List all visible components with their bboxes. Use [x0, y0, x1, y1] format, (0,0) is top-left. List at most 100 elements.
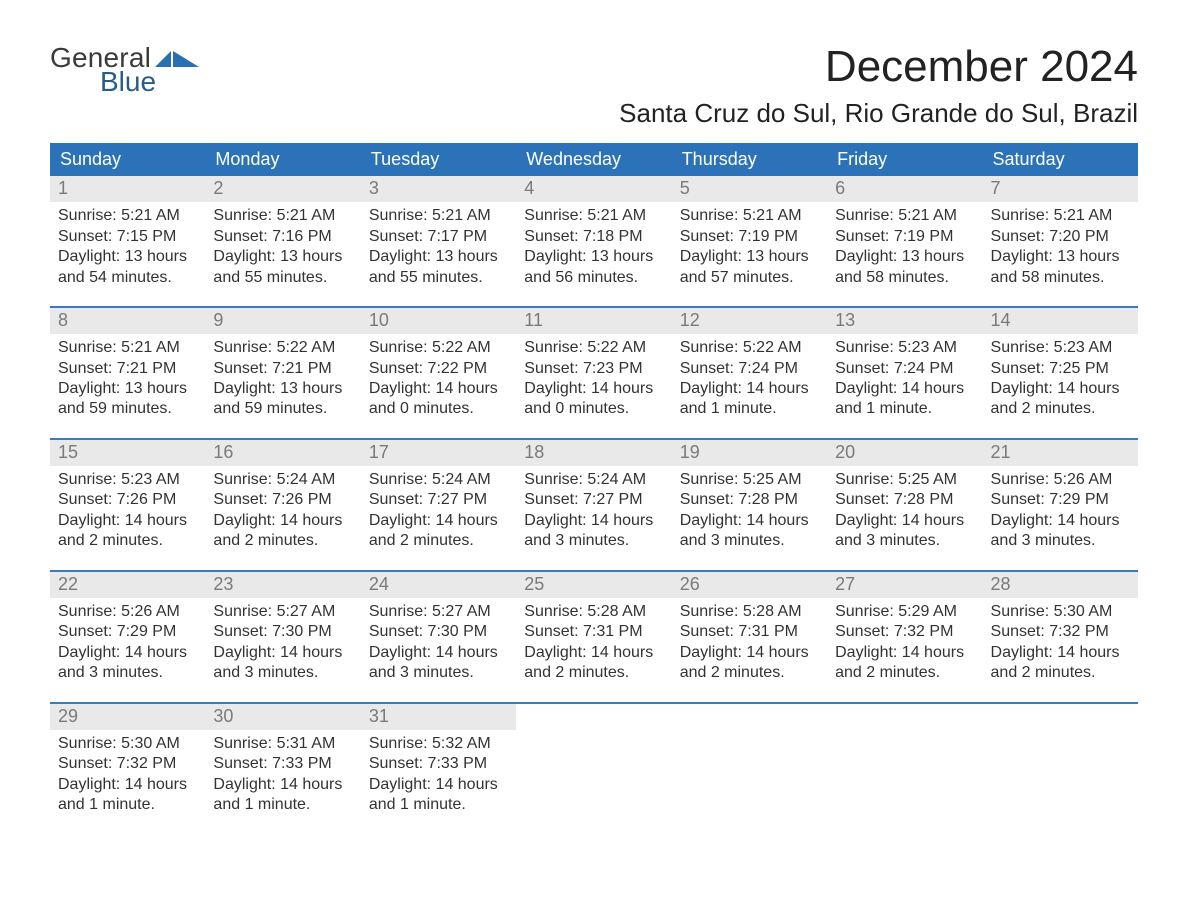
- day-body: Sunrise: 5:24 AMSunset: 7:27 PMDaylight:…: [516, 466, 671, 570]
- calendar-cell: 22Sunrise: 5:26 AMSunset: 7:29 PMDayligh…: [50, 572, 205, 703]
- calendar-cell: 10Sunrise: 5:22 AMSunset: 7:22 PMDayligh…: [361, 308, 516, 439]
- calendar-cell: 13Sunrise: 5:23 AMSunset: 7:24 PMDayligh…: [827, 308, 982, 439]
- day-number: 27: [827, 572, 982, 598]
- day-d2: and 3 minutes.: [835, 531, 974, 551]
- day-d1: Daylight: 14 hours: [58, 511, 197, 531]
- day-number: 13: [827, 308, 982, 334]
- day-body: Sunrise: 5:27 AMSunset: 7:30 PMDaylight:…: [361, 598, 516, 702]
- day-number: 25: [516, 572, 671, 598]
- day-d1: Daylight: 13 hours: [58, 247, 197, 267]
- calendar-cell: 31Sunrise: 5:32 AMSunset: 7:33 PMDayligh…: [361, 704, 516, 834]
- day-d1: Daylight: 14 hours: [369, 775, 508, 795]
- day-number: 24: [361, 572, 516, 598]
- day-sunset: Sunset: 7:15 PM: [58, 227, 197, 247]
- day-d1: Daylight: 13 hours: [680, 247, 819, 267]
- day-sunset: Sunset: 7:19 PM: [680, 227, 819, 247]
- calendar-cell: 8Sunrise: 5:21 AMSunset: 7:21 PMDaylight…: [50, 308, 205, 439]
- location: Santa Cruz do Sul, Rio Grande do Sul, Br…: [619, 98, 1138, 129]
- day-d2: and 56 minutes.: [524, 268, 663, 288]
- calendar-week: 1Sunrise: 5:21 AMSunset: 7:15 PMDaylight…: [50, 176, 1138, 307]
- day-body: Sunrise: 5:23 AMSunset: 7:25 PMDaylight:…: [983, 334, 1138, 438]
- day-body: Sunrise: 5:22 AMSunset: 7:22 PMDaylight:…: [361, 334, 516, 438]
- day-number: 2: [205, 176, 360, 202]
- day-d2: and 3 minutes.: [58, 663, 197, 683]
- day-sunrise: Sunrise: 5:25 AM: [680, 470, 819, 490]
- day-number: 10: [361, 308, 516, 334]
- calendar-week: 29Sunrise: 5:30 AMSunset: 7:32 PMDayligh…: [50, 704, 1138, 834]
- day-d2: and 55 minutes.: [369, 268, 508, 288]
- day-sunset: Sunset: 7:27 PM: [369, 490, 508, 510]
- calendar-cell: 30Sunrise: 5:31 AMSunset: 7:33 PMDayligh…: [205, 704, 360, 834]
- calendar-cell: [672, 704, 827, 834]
- day-d1: Daylight: 13 hours: [58, 379, 197, 399]
- day-d2: and 57 minutes.: [680, 268, 819, 288]
- day-number: 3: [361, 176, 516, 202]
- day-d2: and 59 minutes.: [58, 399, 197, 419]
- day-sunrise: Sunrise: 5:31 AM: [213, 734, 352, 754]
- day-sunrise: Sunrise: 5:23 AM: [991, 338, 1130, 358]
- calendar-cell: [983, 704, 1138, 834]
- col-thursday: Thursday: [672, 143, 827, 176]
- day-sunrise: Sunrise: 5:21 AM: [369, 206, 508, 226]
- day-body: Sunrise: 5:21 AMSunset: 7:19 PMDaylight:…: [827, 202, 982, 306]
- day-d2: and 3 minutes.: [524, 531, 663, 551]
- calendar-cell: 24Sunrise: 5:27 AMSunset: 7:30 PMDayligh…: [361, 572, 516, 703]
- col-monday: Monday: [205, 143, 360, 176]
- day-sunset: Sunset: 7:20 PM: [991, 227, 1130, 247]
- day-body: Sunrise: 5:31 AMSunset: 7:33 PMDaylight:…: [205, 730, 360, 834]
- calendar-cell: 25Sunrise: 5:28 AMSunset: 7:31 PMDayligh…: [516, 572, 671, 703]
- day-d1: Daylight: 14 hours: [213, 511, 352, 531]
- day-sunrise: Sunrise: 5:24 AM: [524, 470, 663, 490]
- calendar-cell: 15Sunrise: 5:23 AMSunset: 7:26 PMDayligh…: [50, 440, 205, 571]
- day-d1: Daylight: 13 hours: [524, 247, 663, 267]
- day-sunrise: Sunrise: 5:21 AM: [58, 206, 197, 226]
- day-number: 22: [50, 572, 205, 598]
- calendar-week: 8Sunrise: 5:21 AMSunset: 7:21 PMDaylight…: [50, 308, 1138, 439]
- calendar-cell: 20Sunrise: 5:25 AMSunset: 7:28 PMDayligh…: [827, 440, 982, 571]
- day-body: Sunrise: 5:21 AMSunset: 7:16 PMDaylight:…: [205, 202, 360, 306]
- day-sunset: Sunset: 7:19 PM: [835, 227, 974, 247]
- day-d2: and 1 minute.: [58, 795, 197, 815]
- day-body: Sunrise: 5:26 AMSunset: 7:29 PMDaylight:…: [50, 598, 205, 702]
- day-sunrise: Sunrise: 5:23 AM: [835, 338, 974, 358]
- day-body: Sunrise: 5:24 AMSunset: 7:27 PMDaylight:…: [361, 466, 516, 570]
- calendar-week: 15Sunrise: 5:23 AMSunset: 7:26 PMDayligh…: [50, 440, 1138, 571]
- calendar-cell: 17Sunrise: 5:24 AMSunset: 7:27 PMDayligh…: [361, 440, 516, 571]
- calendar-cell: 2Sunrise: 5:21 AMSunset: 7:16 PMDaylight…: [205, 176, 360, 307]
- day-body: Sunrise: 5:30 AMSunset: 7:32 PMDaylight:…: [983, 598, 1138, 702]
- calendar-cell: [827, 704, 982, 834]
- calendar-cell: 14Sunrise: 5:23 AMSunset: 7:25 PMDayligh…: [983, 308, 1138, 439]
- col-wednesday: Wednesday: [516, 143, 671, 176]
- day-sunrise: Sunrise: 5:21 AM: [58, 338, 197, 358]
- day-sunrise: Sunrise: 5:22 AM: [369, 338, 508, 358]
- day-sunrise: Sunrise: 5:21 AM: [991, 206, 1130, 226]
- day-sunrise: Sunrise: 5:29 AM: [835, 602, 974, 622]
- day-sunrise: Sunrise: 5:27 AM: [213, 602, 352, 622]
- day-number: 12: [672, 308, 827, 334]
- day-d1: Daylight: 14 hours: [991, 511, 1130, 531]
- calendar-cell: 28Sunrise: 5:30 AMSunset: 7:32 PMDayligh…: [983, 572, 1138, 703]
- day-sunset: Sunset: 7:28 PM: [680, 490, 819, 510]
- day-number: 8: [50, 308, 205, 334]
- calendar-cell: 27Sunrise: 5:29 AMSunset: 7:32 PMDayligh…: [827, 572, 982, 703]
- day-number: 30: [205, 704, 360, 730]
- day-d1: Daylight: 14 hours: [369, 511, 508, 531]
- day-d2: and 0 minutes.: [369, 399, 508, 419]
- day-d2: and 3 minutes.: [680, 531, 819, 551]
- day-sunrise: Sunrise: 5:28 AM: [680, 602, 819, 622]
- day-body: Sunrise: 5:21 AMSunset: 7:20 PMDaylight:…: [983, 202, 1138, 306]
- calendar-week: 22Sunrise: 5:26 AMSunset: 7:29 PMDayligh…: [50, 572, 1138, 703]
- day-sunset: Sunset: 7:22 PM: [369, 359, 508, 379]
- calendar-cell: 11Sunrise: 5:22 AMSunset: 7:23 PMDayligh…: [516, 308, 671, 439]
- calendar-cell: 3Sunrise: 5:21 AMSunset: 7:17 PMDaylight…: [361, 176, 516, 307]
- day-sunset: Sunset: 7:27 PM: [524, 490, 663, 510]
- day-number: 1: [50, 176, 205, 202]
- day-d1: Daylight: 14 hours: [524, 379, 663, 399]
- day-sunset: Sunset: 7:24 PM: [835, 359, 974, 379]
- day-d1: Daylight: 14 hours: [524, 511, 663, 531]
- day-d1: Daylight: 13 hours: [991, 247, 1130, 267]
- day-body: Sunrise: 5:21 AMSunset: 7:17 PMDaylight:…: [361, 202, 516, 306]
- day-number: 15: [50, 440, 205, 466]
- day-sunrise: Sunrise: 5:21 AM: [680, 206, 819, 226]
- day-d2: and 2 minutes.: [835, 663, 974, 683]
